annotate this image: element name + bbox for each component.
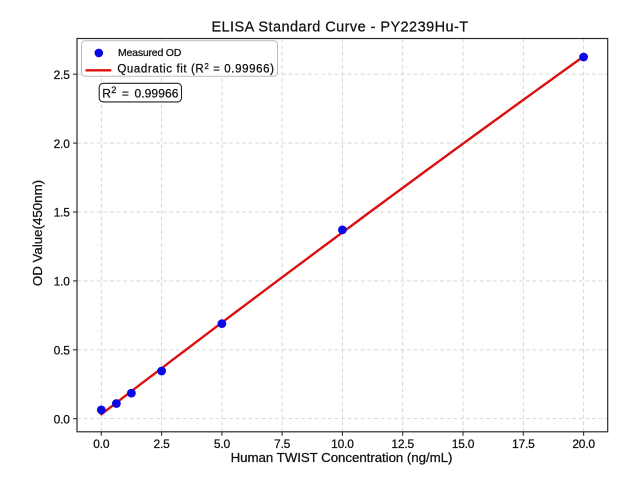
svg-text:20.0: 20.0 bbox=[572, 437, 595, 451]
svg-text:2.0: 2.0 bbox=[54, 137, 71, 151]
svg-text:12.5: 12.5 bbox=[391, 437, 414, 451]
svg-text:R2 = 0.99966: R2 = 0.99966 bbox=[102, 85, 178, 100]
svg-text:0.0: 0.0 bbox=[54, 412, 71, 426]
svg-text:Measured OD: Measured OD bbox=[118, 47, 182, 59]
svg-text:0.5: 0.5 bbox=[54, 344, 71, 358]
svg-text:OD Value(450nm): OD Value(450nm) bbox=[30, 180, 45, 286]
svg-text:0.0: 0.0 bbox=[93, 437, 110, 451]
svg-text:2.5: 2.5 bbox=[154, 437, 171, 451]
svg-text:17.5: 17.5 bbox=[512, 437, 535, 451]
svg-text:10.0: 10.0 bbox=[331, 437, 354, 451]
svg-text:15.0: 15.0 bbox=[452, 437, 475, 451]
svg-text:Quadratic fit (R2 = 0.99966): Quadratic fit (R2 = 0.99966) bbox=[117, 62, 274, 76]
svg-text:5.0: 5.0 bbox=[214, 437, 231, 451]
svg-text:2.5: 2.5 bbox=[54, 68, 71, 82]
svg-text:Human TWIST Concentration (ng/: Human TWIST Concentration (ng/mL) bbox=[231, 450, 453, 465]
svg-text:ELISA Standard Curve - PY2239H: ELISA Standard Curve - PY2239Hu-T bbox=[211, 20, 468, 36]
svg-text:1.5: 1.5 bbox=[54, 206, 71, 220]
svg-text:7.5: 7.5 bbox=[274, 437, 291, 451]
svg-text:1.0: 1.0 bbox=[54, 275, 71, 289]
